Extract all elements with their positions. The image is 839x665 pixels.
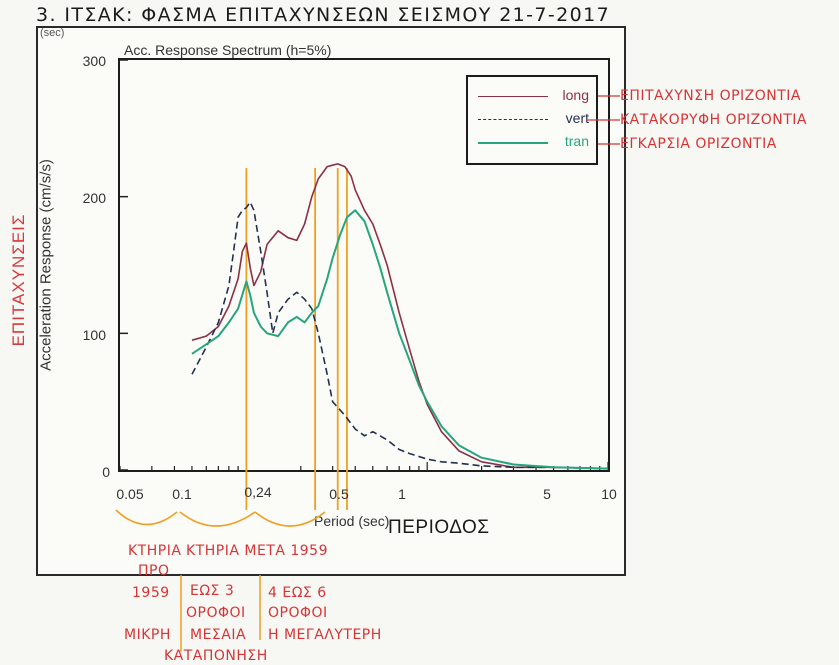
figure-frame <box>36 26 626 576</box>
x-tick-label: 5 <box>543 486 551 502</box>
annotation-medium: ΜΕΣΑΙΑ <box>190 627 247 643</box>
y-tick-label: 300 <box>82 53 106 69</box>
x-axis-label: Period (sec) <box>314 513 390 529</box>
brace <box>115 509 178 526</box>
unit-label: (sec) <box>40 27 65 39</box>
annotation-buildings-post: ΚΤΗΡΙΑ ΜΕΤΑ 1959 <box>186 543 328 559</box>
series-line-tran <box>191 209 609 470</box>
x-annotation-greek: ΠΕΡΙΟΔΟΣ <box>388 517 490 538</box>
x-tick-label: 0.5 <box>329 486 349 502</box>
annotation-floors-1: ΕΩΣ 3 <box>190 583 235 599</box>
legend-label: tran <box>564 133 589 149</box>
annotation-larger: Η ΜΕΓΑΛΥΤΕΡΗ <box>268 627 382 643</box>
legend-item-long: long <box>478 87 593 105</box>
annotation-stress: ΚΑΤΑΠΟΝΗΣΗ <box>164 648 268 664</box>
annotation-floors-2: ΟΡΟΦΟΙ <box>186 605 246 621</box>
y-tick-label: 0 <box>102 464 110 480</box>
annotation-year: 1959 <box>132 585 170 601</box>
series-line-vert <box>191 201 609 470</box>
legend-swatch <box>478 142 548 144</box>
legend-annotation-vert: ΚΑΤΑΚΟΡΥΦΗ ΟΡΙΖΟΝΤΙΑ <box>620 112 808 128</box>
x-tick-label: 1 <box>398 486 406 502</box>
annotation-pro: ΠΡΟ <box>138 563 170 579</box>
x-tick-label: 0.05 <box>116 486 144 502</box>
annotation-buildings-pre: ΚΤΗΡΙΑ <box>128 543 182 559</box>
series-line-long <box>191 163 609 470</box>
legend-label: long <box>562 87 589 103</box>
plot-area <box>118 58 610 472</box>
y-tick-label: 100 <box>82 327 106 343</box>
x-tick-label: 0,24 <box>244 484 272 500</box>
brace <box>254 511 326 527</box>
legend-annotation-long: ΕΠΙΤΑΧΥΝΣΗ ΟΡΙΖΟΝΤΙΑ <box>620 88 802 104</box>
legend-swatch <box>478 96 548 97</box>
annotation-small: ΜΙΚΡΗ <box>124 627 171 643</box>
brace <box>179 511 256 527</box>
legend-item-tran: tran <box>478 133 593 151</box>
x-tick-label: 10 <box>601 486 617 502</box>
legend-annotation-tran: ΕΓΚΑΡΣΙΑ ΟΡΙΖΟΝΤΙΑ <box>620 136 777 152</box>
annotation-floors-3: 4 ΕΩΣ 6 <box>268 585 327 601</box>
chart-title: Acc. Response Spectrum (h=5%) <box>124 42 332 58</box>
annotation-floors-4: ΟΡΟΦΟΙ <box>268 605 328 621</box>
page-title: 3. ΙΤΣΑΚ: ΦΑΣΜΑ ΕΠΙΤΑΧΥΝΣΕΩΝ ΣΕΙΣΜΟΥ 21-… <box>36 4 611 26</box>
legend-item-vert: vert <box>478 110 593 128</box>
x-tick-label: 0.1 <box>172 486 192 502</box>
y-tick-label: 200 <box>82 190 106 206</box>
legend-swatch <box>478 119 548 120</box>
legend-label: vert <box>565 110 589 126</box>
